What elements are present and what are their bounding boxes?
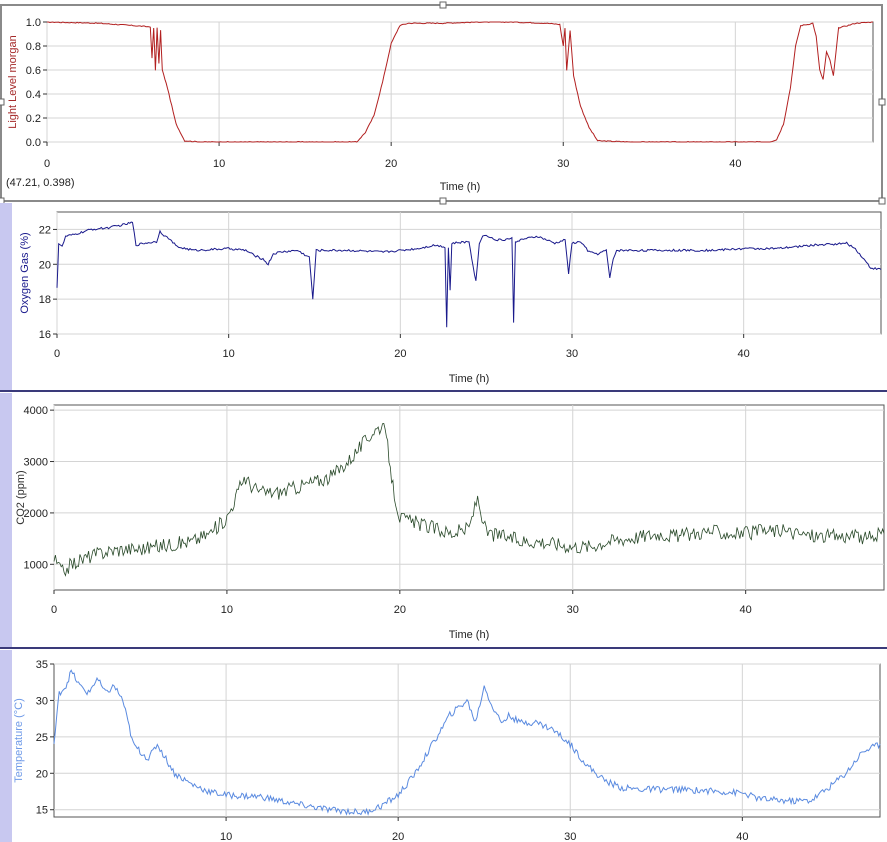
light-level-xtick-label: 10 bbox=[213, 158, 225, 170]
light-level-plot-frame bbox=[46, 21, 874, 143]
resize-handle-top[interactable] bbox=[439, 1, 447, 9]
oxygen-ytick-label: 18 bbox=[39, 294, 51, 306]
oxygen-xtick-label: 10 bbox=[223, 348, 235, 360]
co2-panel: 0 10 20 30 40 1000 2000 3000 4000 Time (h) CO2 (pp… bbox=[15, 404, 885, 641]
oxygen-ytick-label: 16 bbox=[39, 329, 51, 341]
light-level-xtick-label: 30 bbox=[557, 158, 569, 170]
oxygen-panel-side-strip bbox=[0, 203, 12, 390]
co2-ytick-label: 3000 bbox=[24, 457, 48, 469]
oxygen-xtick-label: 0 bbox=[54, 348, 60, 360]
temperature-ytick-label: 35 bbox=[36, 659, 48, 671]
oxygen-xtick-label: 30 bbox=[566, 348, 578, 360]
temperature-panel-side-strip bbox=[0, 650, 12, 842]
temperature-panel: 10 20 30 40 15 20 25 30 35 Temperature (°C) bbox=[13, 659, 881, 842]
temperature-y-axis-label: Temperature (°C) bbox=[13, 698, 25, 782]
resize-handle-bottom-right[interactable] bbox=[878, 197, 886, 205]
co2-x-axis-label: Time (h) bbox=[449, 629, 490, 641]
oxygen-plot-frame bbox=[56, 211, 882, 335]
oxygen-panel: 0 10 20 30 40 16 18 20 22 Time (h) Oxygen Gas (%) bbox=[19, 211, 882, 385]
oxygen-xtick-label: 40 bbox=[738, 348, 750, 360]
oxygen-plot-area: 0 10 20 30 40 16 18 20 22 Time (h) Oxygen Gas (%) bbox=[19, 211, 882, 385]
temperature-plot-frame bbox=[53, 663, 881, 818]
co2-panel-side-strip bbox=[0, 393, 12, 647]
temperature-plot-area: 10 20 30 40 15 20 25 30 35 Temperature (°C) bbox=[13, 659, 881, 842]
co2-y-axis-label: CO2 (ppm) bbox=[15, 470, 27, 524]
co2-ytick-label: 4000 bbox=[24, 405, 48, 417]
co2-ytick-label: 2000 bbox=[24, 508, 48, 520]
oxygen-y-axis-label: Oxygen Gas (%) bbox=[19, 232, 31, 313]
light-level-x-axis-label: Time (h) bbox=[440, 181, 481, 193]
temperature-ytick-label: 25 bbox=[36, 732, 48, 744]
oxygen-xtick-label: 20 bbox=[394, 348, 406, 360]
temperature-ytick-label: 15 bbox=[36, 805, 48, 817]
light-level-xtick-label: 0 bbox=[44, 158, 50, 170]
light-level-panel: 0 10 20 30 40 0.0 0.2 0.4 0.6 0.8 1.0 Time (h) Light… bbox=[0, 1, 886, 205]
temperature-ytick-label: 20 bbox=[36, 768, 48, 780]
light-level-ytick-label: 0.6 bbox=[26, 65, 41, 77]
light-level-ytick-label: 1.0 bbox=[26, 17, 41, 29]
light-level-xtick-label: 40 bbox=[729, 158, 741, 170]
co2-xtick-label: 0 bbox=[51, 604, 57, 616]
oxygen-ytick-label: 20 bbox=[39, 259, 51, 271]
light-level-ytick-label: 0.4 bbox=[26, 89, 41, 101]
oxygen-ytick-label: 22 bbox=[39, 224, 51, 236]
oxygen-x-axis-label: Time (h) bbox=[449, 373, 490, 385]
resize-handle-right[interactable] bbox=[878, 98, 886, 106]
resize-handle-bottom[interactable] bbox=[439, 197, 447, 205]
temperature-series-line bbox=[53, 669, 881, 816]
light-level-ytick-label: 0.8 bbox=[26, 41, 41, 53]
light-level-ytick-label: 0.2 bbox=[26, 113, 41, 125]
temperature-xtick-label: 30 bbox=[564, 831, 576, 842]
co2-xtick-label: 10 bbox=[221, 604, 233, 616]
co2-series-line bbox=[53, 423, 885, 577]
co2-plot-area: 0 10 20 30 40 1000 2000 3000 4000 Time (h) CO2 (pp… bbox=[15, 404, 885, 641]
resize-handle-left[interactable] bbox=[0, 98, 5, 106]
temperature-ytick-label: 30 bbox=[36, 695, 48, 707]
co2-plot-frame bbox=[53, 404, 885, 591]
co2-xtick-label: 20 bbox=[394, 604, 406, 616]
oxygen-series-line bbox=[56, 221, 882, 328]
light-level-y-axis-label: Light Level morgan bbox=[7, 35, 19, 129]
co2-ytick-label: 1000 bbox=[24, 559, 48, 571]
light-level-plot-area: 0 10 20 30 40 0.0 0.2 0.4 0.6 0.8 1.0 Time (h) Light… bbox=[7, 17, 874, 193]
temperature-xtick-label: 10 bbox=[220, 831, 232, 842]
temperature-xtick-label: 20 bbox=[392, 831, 404, 842]
temperature-xtick-label: 40 bbox=[736, 831, 748, 842]
light-level-xtick-label: 20 bbox=[385, 158, 397, 170]
light-level-series-line bbox=[47, 21, 873, 143]
cursor-readout: (47.21, 0.398) bbox=[6, 177, 75, 189]
light-level-ytick-label: 0.0 bbox=[26, 137, 41, 149]
co2-xtick-label: 30 bbox=[567, 604, 579, 616]
co2-xtick-label: 40 bbox=[740, 604, 752, 616]
